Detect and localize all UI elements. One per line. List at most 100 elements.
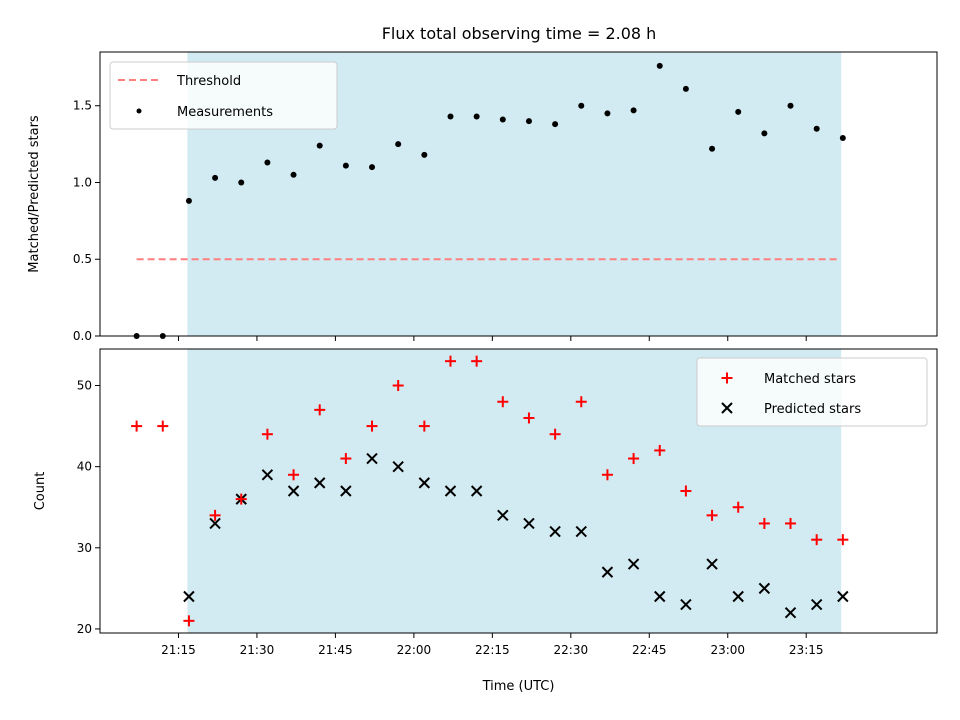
matched-point bbox=[444, 355, 456, 367]
matched-point bbox=[131, 420, 143, 432]
x-tick-label: 22:15 bbox=[475, 643, 510, 657]
matched-point bbox=[340, 453, 352, 465]
predicted-point-b bbox=[392, 460, 404, 473]
matched-point bbox=[288, 469, 300, 481]
predicted-point-b bbox=[627, 558, 640, 570]
predicted-point bbox=[523, 517, 535, 530]
matched-point bbox=[157, 420, 169, 432]
predicted-point bbox=[575, 525, 587, 538]
measurement-point bbox=[342, 162, 349, 169]
y-tick-label: 1.0 bbox=[73, 175, 92, 189]
measurement-point bbox=[499, 116, 506, 123]
x-tick-label: 21:45 bbox=[318, 643, 353, 657]
bottom-legend: Matched stars Predicted stars bbox=[696, 357, 928, 427]
matched-point bbox=[366, 420, 378, 432]
matched-point bbox=[758, 517, 770, 529]
x-tick-label: 22:00 bbox=[397, 643, 432, 657]
predicted-point bbox=[810, 598, 823, 611]
measurement-point bbox=[709, 145, 716, 152]
legend-threshold-label: Threshold bbox=[176, 74, 241, 89]
matched-point bbox=[575, 396, 587, 408]
matched-point bbox=[601, 469, 613, 481]
predicted-point bbox=[287, 485, 300, 497]
matched-point bbox=[811, 534, 823, 546]
predicted-point bbox=[654, 590, 666, 603]
measurement-point bbox=[578, 102, 585, 109]
x-tick-label: 23:15 bbox=[789, 643, 824, 657]
legend-matched-label: Matched stars bbox=[764, 372, 856, 387]
predicted-point bbox=[366, 452, 378, 465]
matched-point bbox=[497, 396, 509, 408]
measurement-point bbox=[787, 102, 794, 109]
matched-point bbox=[392, 380, 404, 392]
predicted-point-b bbox=[680, 598, 692, 611]
y-tick-label: 0.5 bbox=[73, 252, 92, 266]
y-tick-label: 40 bbox=[77, 460, 92, 474]
predicted-point bbox=[627, 558, 640, 570]
predicted-point-b bbox=[183, 590, 195, 603]
predicted-point-b bbox=[287, 485, 300, 497]
matched-point bbox=[418, 420, 430, 432]
predicted-point bbox=[732, 590, 744, 603]
measurement-point bbox=[473, 113, 480, 120]
matched-point bbox=[261, 428, 273, 440]
bottom-panel: 20 30 40 50 21:15 21:30 21:45 22:00 22:15 22:30 22… bbox=[33, 348, 938, 694]
measurement-point bbox=[735, 108, 742, 115]
matched-point bbox=[471, 355, 483, 367]
predicted-point bbox=[784, 607, 797, 619]
predicted-point bbox=[314, 477, 326, 489]
predicted-point bbox=[497, 509, 509, 522]
measurement-point bbox=[421, 151, 428, 158]
top-axes-frame bbox=[99, 51, 938, 337]
predicted-point bbox=[758, 582, 771, 595]
chart-title: Flux total observing time = 2.08 h bbox=[382, 24, 657, 43]
predicted-point-b bbox=[444, 485, 457, 497]
bottom-axes-frame bbox=[99, 348, 938, 634]
predicted-point-b bbox=[732, 590, 744, 603]
measurement-point bbox=[813, 125, 820, 132]
x-tick-label: 21:15 bbox=[161, 643, 196, 657]
matched-point bbox=[523, 412, 535, 424]
matched-point bbox=[549, 428, 561, 440]
predicted-point-b bbox=[261, 469, 274, 481]
predicted-point-b bbox=[209, 517, 221, 530]
predicted-point-b bbox=[758, 582, 771, 595]
predicted-point bbox=[209, 517, 221, 530]
predicted-point-b bbox=[470, 485, 483, 497]
y-tick-label: 30 bbox=[77, 541, 92, 555]
measurement-point bbox=[839, 134, 846, 141]
predicted-point-b bbox=[575, 525, 587, 538]
matched-point bbox=[628, 453, 640, 465]
predicted-point-b bbox=[340, 485, 352, 497]
x-axis-label: Time (UTC) bbox=[482, 679, 555, 694]
predicted-point bbox=[706, 558, 718, 570]
measurement-point bbox=[630, 107, 637, 114]
predicted-point bbox=[444, 485, 457, 497]
predicted-point-b bbox=[810, 598, 823, 611]
legend-predicted-swatch-b bbox=[721, 402, 733, 414]
x-tick-label: 22:45 bbox=[632, 643, 667, 657]
predicted-point-b bbox=[314, 477, 326, 489]
measurement-point bbox=[656, 62, 663, 69]
matched-point bbox=[654, 444, 666, 456]
predicted-point-b bbox=[549, 525, 561, 538]
y-tick-label: 0.0 bbox=[73, 329, 92, 343]
matched-point bbox=[314, 404, 326, 416]
measurement-point bbox=[290, 171, 297, 178]
predicted-point bbox=[418, 477, 431, 489]
predicted-point bbox=[549, 525, 561, 538]
matched-point bbox=[680, 485, 692, 497]
measurement-point bbox=[316, 142, 323, 149]
matched-point bbox=[732, 501, 744, 513]
x-tick-label: 21:30 bbox=[240, 643, 275, 657]
predicted-point bbox=[183, 590, 195, 603]
measurement-point bbox=[212, 174, 219, 181]
predicted-point bbox=[680, 598, 692, 611]
measurement-point bbox=[761, 130, 768, 137]
predicted-point bbox=[340, 485, 352, 497]
matched-point bbox=[235, 493, 247, 505]
predicted-point bbox=[470, 485, 483, 497]
predicted-point-b bbox=[418, 477, 431, 489]
measurement-point bbox=[604, 110, 611, 117]
legend-matched-swatch bbox=[721, 372, 733, 384]
